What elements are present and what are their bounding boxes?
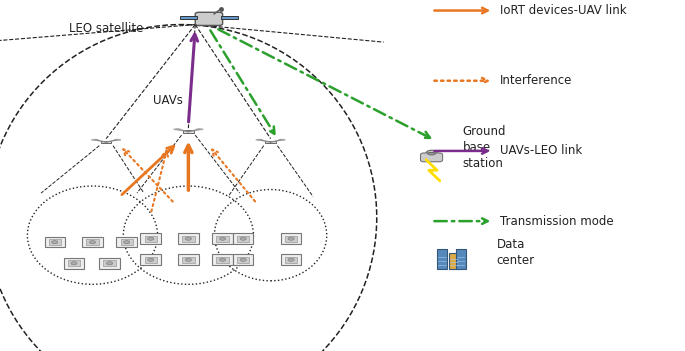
Bar (145, 236, 157, 242)
Ellipse shape (114, 139, 121, 140)
Bar (182, 236, 195, 242)
FancyBboxPatch shape (421, 153, 443, 162)
Bar (178, 254, 199, 265)
Text: IoRT devices-UAV link: IoRT devices-UAV link (500, 4, 627, 17)
Bar (221, 16, 238, 19)
Ellipse shape (256, 139, 262, 140)
Bar (212, 233, 233, 244)
Bar (456, 249, 466, 269)
Circle shape (107, 262, 112, 265)
Bar (233, 233, 253, 244)
Bar (140, 254, 161, 265)
Bar (82, 237, 103, 247)
Circle shape (426, 150, 437, 156)
Bar (145, 257, 157, 263)
FancyBboxPatch shape (195, 12, 223, 25)
Circle shape (240, 258, 247, 261)
Ellipse shape (279, 139, 285, 140)
Text: Transmission mode: Transmission mode (500, 214, 614, 228)
Bar (216, 236, 229, 242)
Bar (184, 130, 194, 133)
Bar (49, 239, 61, 245)
Bar (281, 233, 301, 244)
Text: LEO satellite: LEO satellite (69, 21, 144, 35)
Bar (45, 237, 65, 247)
Circle shape (148, 237, 154, 240)
Bar (216, 257, 229, 263)
Bar (101, 141, 111, 144)
Bar (182, 257, 195, 263)
Circle shape (288, 258, 295, 261)
Bar (265, 141, 275, 144)
Circle shape (89, 241, 95, 244)
Circle shape (123, 241, 130, 244)
Bar (449, 253, 459, 269)
Bar (179, 16, 197, 19)
Text: Interference: Interference (500, 74, 573, 87)
Bar (121, 239, 133, 245)
Circle shape (185, 258, 192, 261)
Ellipse shape (427, 152, 436, 155)
Text: UAVs: UAVs (153, 94, 183, 107)
Bar (86, 239, 99, 245)
Bar (285, 257, 297, 263)
Bar (233, 254, 253, 265)
Bar (64, 258, 84, 269)
Text: UAVs-LEO link: UAVs-LEO link (500, 144, 582, 158)
Bar (99, 258, 120, 269)
Bar (281, 254, 301, 265)
Bar (237, 236, 249, 242)
Bar (68, 260, 80, 266)
Circle shape (219, 237, 226, 240)
Bar (212, 254, 233, 265)
Bar (437, 249, 447, 269)
Bar (237, 257, 249, 263)
Text: Data
center: Data center (497, 238, 535, 267)
Bar (285, 236, 297, 242)
Text: Ground
base
station: Ground base station (462, 125, 506, 170)
Circle shape (148, 258, 154, 261)
Circle shape (240, 237, 247, 240)
Circle shape (185, 237, 192, 240)
Circle shape (71, 262, 77, 265)
Bar (103, 260, 116, 266)
Ellipse shape (92, 139, 98, 140)
Bar (140, 233, 161, 244)
Circle shape (219, 258, 226, 261)
Circle shape (288, 237, 295, 240)
Ellipse shape (174, 129, 180, 130)
Ellipse shape (197, 129, 203, 130)
Bar (116, 237, 137, 247)
Circle shape (52, 241, 58, 244)
Bar (178, 233, 199, 244)
